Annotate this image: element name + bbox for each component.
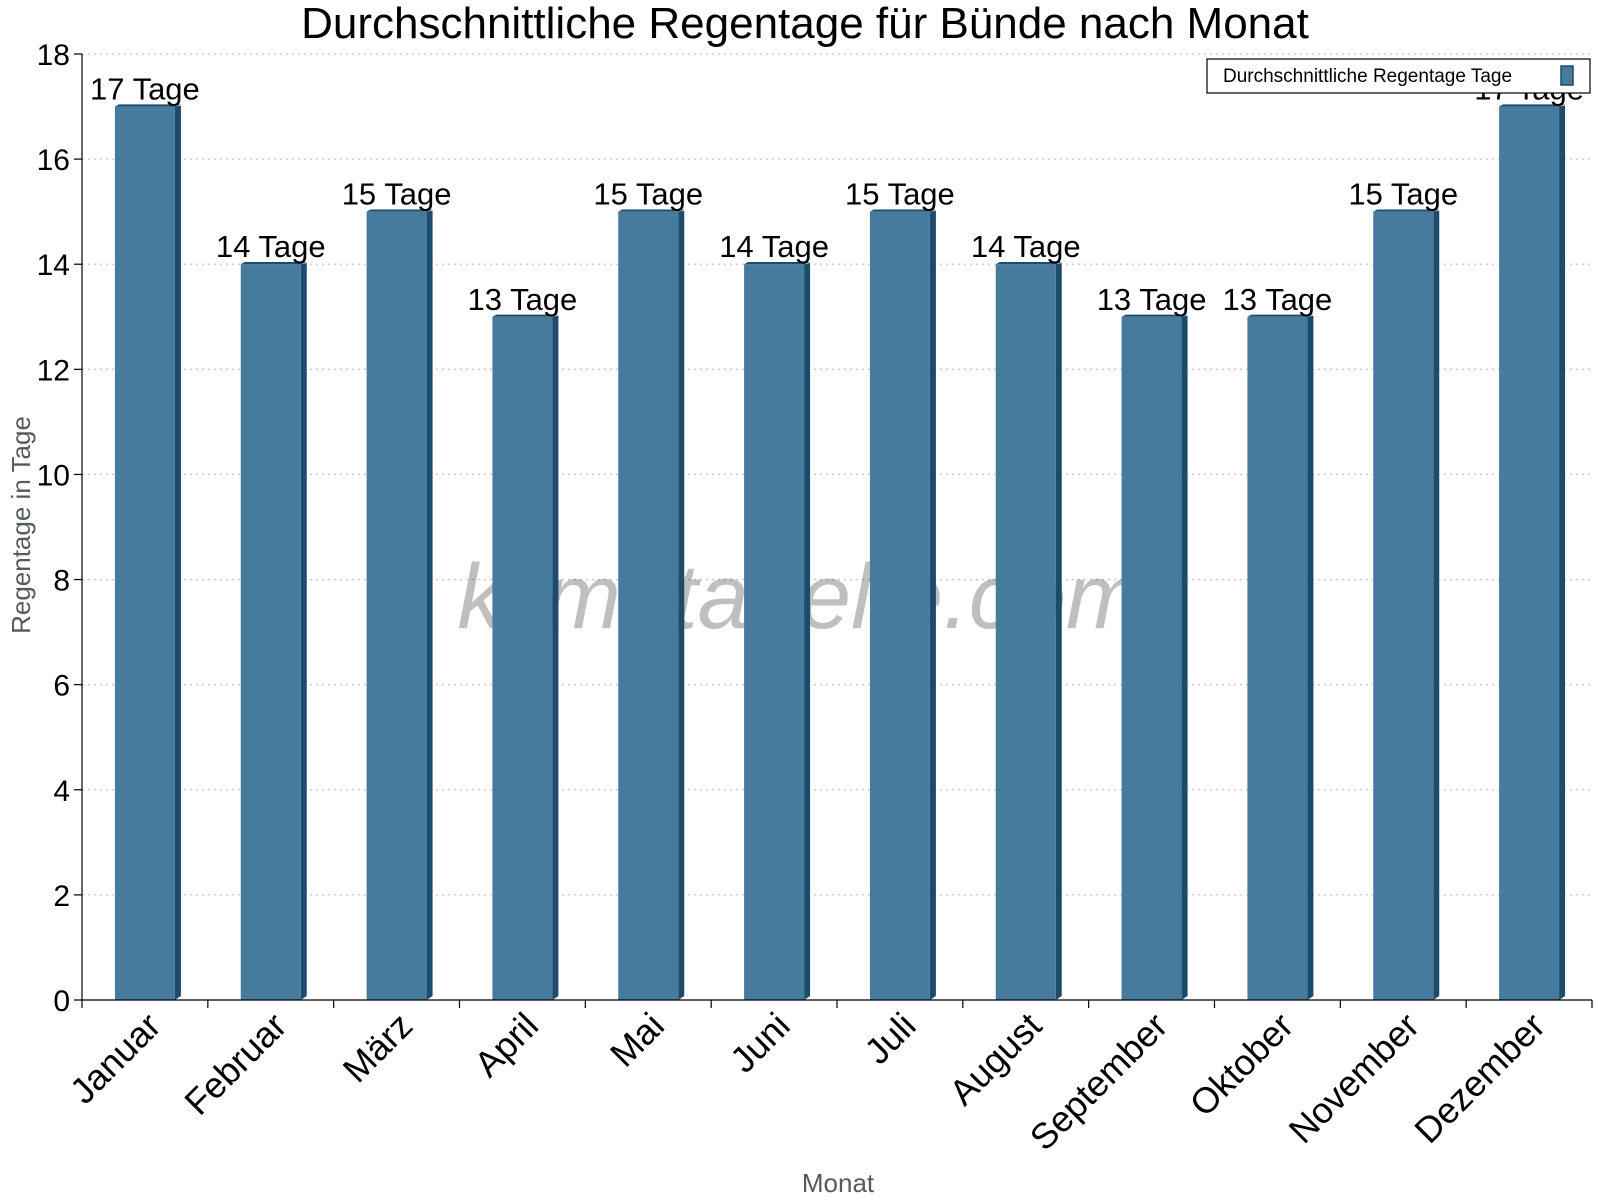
y-tick-label: 4 bbox=[53, 775, 70, 808]
bar-November bbox=[1373, 209, 1440, 1000]
chart-title: Durchschnittliche Regentage für Bünde na… bbox=[301, 0, 1309, 48]
x-ticks: Januar Februar März April Mai Juni Juli AugustS… bbox=[62, 1000, 1593, 1159]
data-label: 13 Tage bbox=[1223, 282, 1333, 317]
bar-top bbox=[1121, 314, 1188, 317]
data-label: 17 Tage bbox=[90, 72, 200, 107]
bar-side bbox=[174, 105, 181, 1001]
legend-label: Durchschnittliche Regentage Tage bbox=[1223, 66, 1512, 87]
bar-face bbox=[1121, 316, 1182, 1000]
x-tick-label: Dezember bbox=[1406, 1005, 1552, 1151]
data-label: 15 Tage bbox=[845, 177, 955, 212]
bar-top bbox=[240, 262, 307, 265]
data-label: 13 Tage bbox=[1097, 282, 1207, 317]
bar-face bbox=[618, 211, 679, 1000]
bar-Dezember bbox=[1499, 104, 1566, 1001]
y-tick-label: 16 bbox=[37, 144, 70, 177]
bar-side bbox=[1055, 263, 1062, 1000]
bar-top bbox=[1499, 104, 1566, 107]
data-label: 15 Tage bbox=[593, 177, 703, 212]
bar-August bbox=[995, 262, 1062, 1000]
bar-top bbox=[869, 209, 936, 212]
bar-face bbox=[240, 264, 301, 1000]
y-tick-label: 0 bbox=[53, 985, 70, 1018]
bar-Juli bbox=[869, 209, 936, 1000]
bar-side bbox=[1559, 105, 1566, 1001]
x-tick-label: Juni bbox=[722, 1005, 798, 1081]
bar-side bbox=[929, 210, 936, 1000]
bar-face bbox=[1373, 211, 1434, 1000]
bar-top bbox=[1373, 209, 1440, 212]
bars bbox=[114, 104, 1566, 1001]
y-tick-label: 18 bbox=[37, 39, 70, 72]
bar-face bbox=[492, 316, 553, 1000]
data-labels: 17 Tage 14 Tage 15 Tage 13 Tage 15 Tage 14 Ta… bbox=[90, 72, 1584, 317]
bar-März bbox=[366, 209, 433, 1000]
x-tick-label: April bbox=[466, 1005, 546, 1085]
data-label: 15 Tage bbox=[342, 177, 452, 212]
bar-top bbox=[492, 314, 559, 317]
bar-side bbox=[678, 210, 685, 1000]
bar-Februar bbox=[240, 262, 307, 1000]
bar-top bbox=[995, 262, 1062, 265]
data-label: 13 Tage bbox=[468, 282, 578, 317]
y-tick-label: 14 bbox=[37, 249, 70, 282]
data-label: 15 Tage bbox=[1348, 177, 1458, 212]
bar-side bbox=[1307, 315, 1314, 1001]
x-tick-label: Mai bbox=[602, 1005, 672, 1075]
bar-top bbox=[1247, 314, 1314, 317]
bar-Juni bbox=[744, 262, 811, 1000]
bar-face bbox=[744, 264, 805, 1000]
x-tick-label: Juli bbox=[856, 1005, 923, 1072]
legend: Durchschnittliche Regentage Tage bbox=[1206, 58, 1591, 94]
bar-side bbox=[552, 315, 559, 1001]
bar-top bbox=[114, 104, 181, 107]
data-label: 14 Tage bbox=[216, 229, 326, 264]
bar-Oktober bbox=[1247, 314, 1314, 1001]
y-axis-title: Regentage in Tage bbox=[6, 416, 36, 634]
y-tick-label: 2 bbox=[53, 880, 70, 913]
legend-box bbox=[1206, 58, 1591, 94]
bar-Mai bbox=[618, 209, 685, 1000]
bar-face bbox=[1499, 106, 1560, 1001]
x-tick-label: Oktober bbox=[1182, 1005, 1302, 1125]
bar-side bbox=[804, 263, 811, 1000]
bar-face bbox=[366, 211, 427, 1000]
bar-April bbox=[492, 314, 559, 1001]
data-label: 14 Tage bbox=[719, 229, 829, 264]
bar-side bbox=[1181, 315, 1188, 1001]
bar-face bbox=[1247, 316, 1308, 1000]
x-tick-label: August bbox=[941, 1005, 1049, 1113]
x-tick-label: November bbox=[1280, 1005, 1426, 1151]
x-tick-label: Januar bbox=[62, 1005, 169, 1112]
y-tick-label: 12 bbox=[37, 354, 70, 387]
bar-top bbox=[366, 209, 433, 212]
bar-side bbox=[426, 210, 433, 1000]
x-tick-label: September bbox=[1022, 1005, 1176, 1159]
y-tick-label: 8 bbox=[53, 565, 70, 598]
bar-September bbox=[1121, 314, 1188, 1001]
y-ticks: 0 2 4 6 8 10 12 14 16 18 bbox=[37, 39, 82, 1018]
x-axis-title: Monat bbox=[802, 1168, 875, 1198]
x-tick-label: Februar bbox=[176, 1005, 294, 1123]
bar-Januar bbox=[114, 104, 181, 1001]
bar-top bbox=[618, 209, 685, 212]
bar-face bbox=[995, 264, 1056, 1000]
bar-top bbox=[744, 262, 811, 265]
bar-side bbox=[300, 263, 307, 1000]
data-label: 14 Tage bbox=[971, 229, 1081, 264]
bar-face bbox=[869, 211, 930, 1000]
bar-side bbox=[1433, 210, 1440, 1000]
y-tick-label: 10 bbox=[37, 459, 70, 492]
bar-face bbox=[114, 106, 175, 1001]
y-tick-label: 6 bbox=[53, 670, 70, 703]
legend-swatch bbox=[1560, 65, 1574, 86]
x-tick-label: März bbox=[335, 1005, 421, 1091]
